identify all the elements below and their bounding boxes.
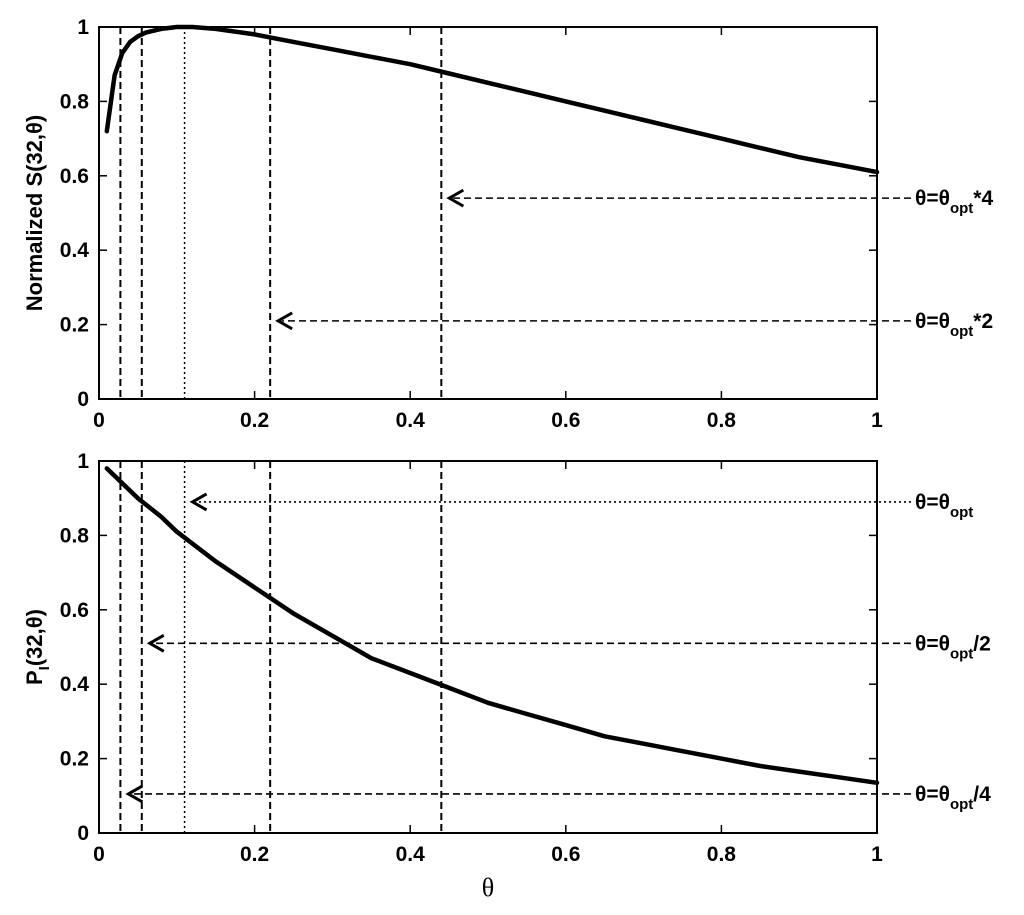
annotation-suffix: *4 [973,187,993,210]
annotation-subscript: opt [950,645,973,662]
x-tick-label: 0.4 [396,409,426,432]
series-line [104,24,880,175]
y-tick-label: 0 [77,388,89,411]
annotation-arrowhead [446,188,465,208]
y-tick-label: 0.6 [60,599,89,622]
annotation-arrowhead [275,311,293,331]
annotation-label: θ=θopt*2 [915,310,993,340]
y-tick-label: 1 [77,16,89,39]
x-tick-label: 0.4 [396,843,426,866]
annotation-subscript: opt [950,200,973,217]
x-tick-label: 0.2 [240,409,269,432]
annotation-subscript: opt [950,504,973,521]
series-line [104,466,880,786]
y-tick-label: 0.2 [60,748,89,771]
annotation-base: θ=θ [915,783,950,806]
y-tick-label: 0.2 [60,314,89,337]
y-axis-label: PI(32,θ) [22,609,53,685]
plot-frame [98,460,878,834]
x-tick-label: 0.6 [551,409,580,432]
annotation-arrowhead [189,492,208,512]
x-tick-label: 0.8 [707,409,737,432]
plot-frame [98,26,878,400]
x-tick-label: 0.8 [707,843,737,866]
y-axis-label-rest: (32,θ) [22,609,47,666]
x-tick-label: 1 [871,409,883,432]
annotation-label: θ=θopt/2 [915,632,991,662]
y-axis-label-subscript: I [36,666,53,670]
annotation-arrowhead [125,784,144,804]
y-axis-label-base: P [22,670,47,685]
annotation-base: θ=θ [915,491,950,514]
annotation-base: θ=θ [915,310,950,333]
annotation-base: θ=θ [915,187,950,210]
annotation-base: θ=θ [915,632,950,655]
annotation-arrowhead [146,633,165,653]
x-tick-label: 0 [93,843,105,866]
annotation-subscript: opt [950,796,973,813]
x-tick-label: 0 [93,409,105,432]
x-axis-label: θ [482,873,494,902]
annotation-suffix: *2 [973,310,993,333]
x-tick-label: 1 [871,843,883,866]
y-tick-label: 0.4 [60,239,90,262]
y-tick-label: 0.6 [60,165,89,188]
annotation-label: θ=θopt/4 [915,783,991,813]
y-tick-label: 1 [77,450,89,473]
y-axis-label: Normalized S(32,θ) [22,115,47,312]
annotation-suffix: /4 [973,783,991,806]
x-tick-label: 0.2 [240,843,269,866]
top-panel: 0 0.2 0.4 0.6 0.8 100.20.40.60.81θ=θopt*4θ=θo… [22,16,993,432]
bottom-panel: 0 0.2 0.4 0.6 0.8 100.20.40.60.81θ=θoptθ=θopt… [22,450,991,902]
annotation-suffix: /2 [973,632,991,655]
y-tick-label: 0.8 [60,524,90,547]
annotation-label: θ=θopt [915,491,973,521]
x-tick-label: 0.6 [551,843,580,866]
annotation-subscript: opt [950,323,973,340]
y-tick-label: 0 [77,822,89,845]
y-tick-label: 0.8 [60,90,90,113]
annotation-label: θ=θopt*4 [915,187,993,217]
y-tick-label: 0.4 [60,673,90,696]
